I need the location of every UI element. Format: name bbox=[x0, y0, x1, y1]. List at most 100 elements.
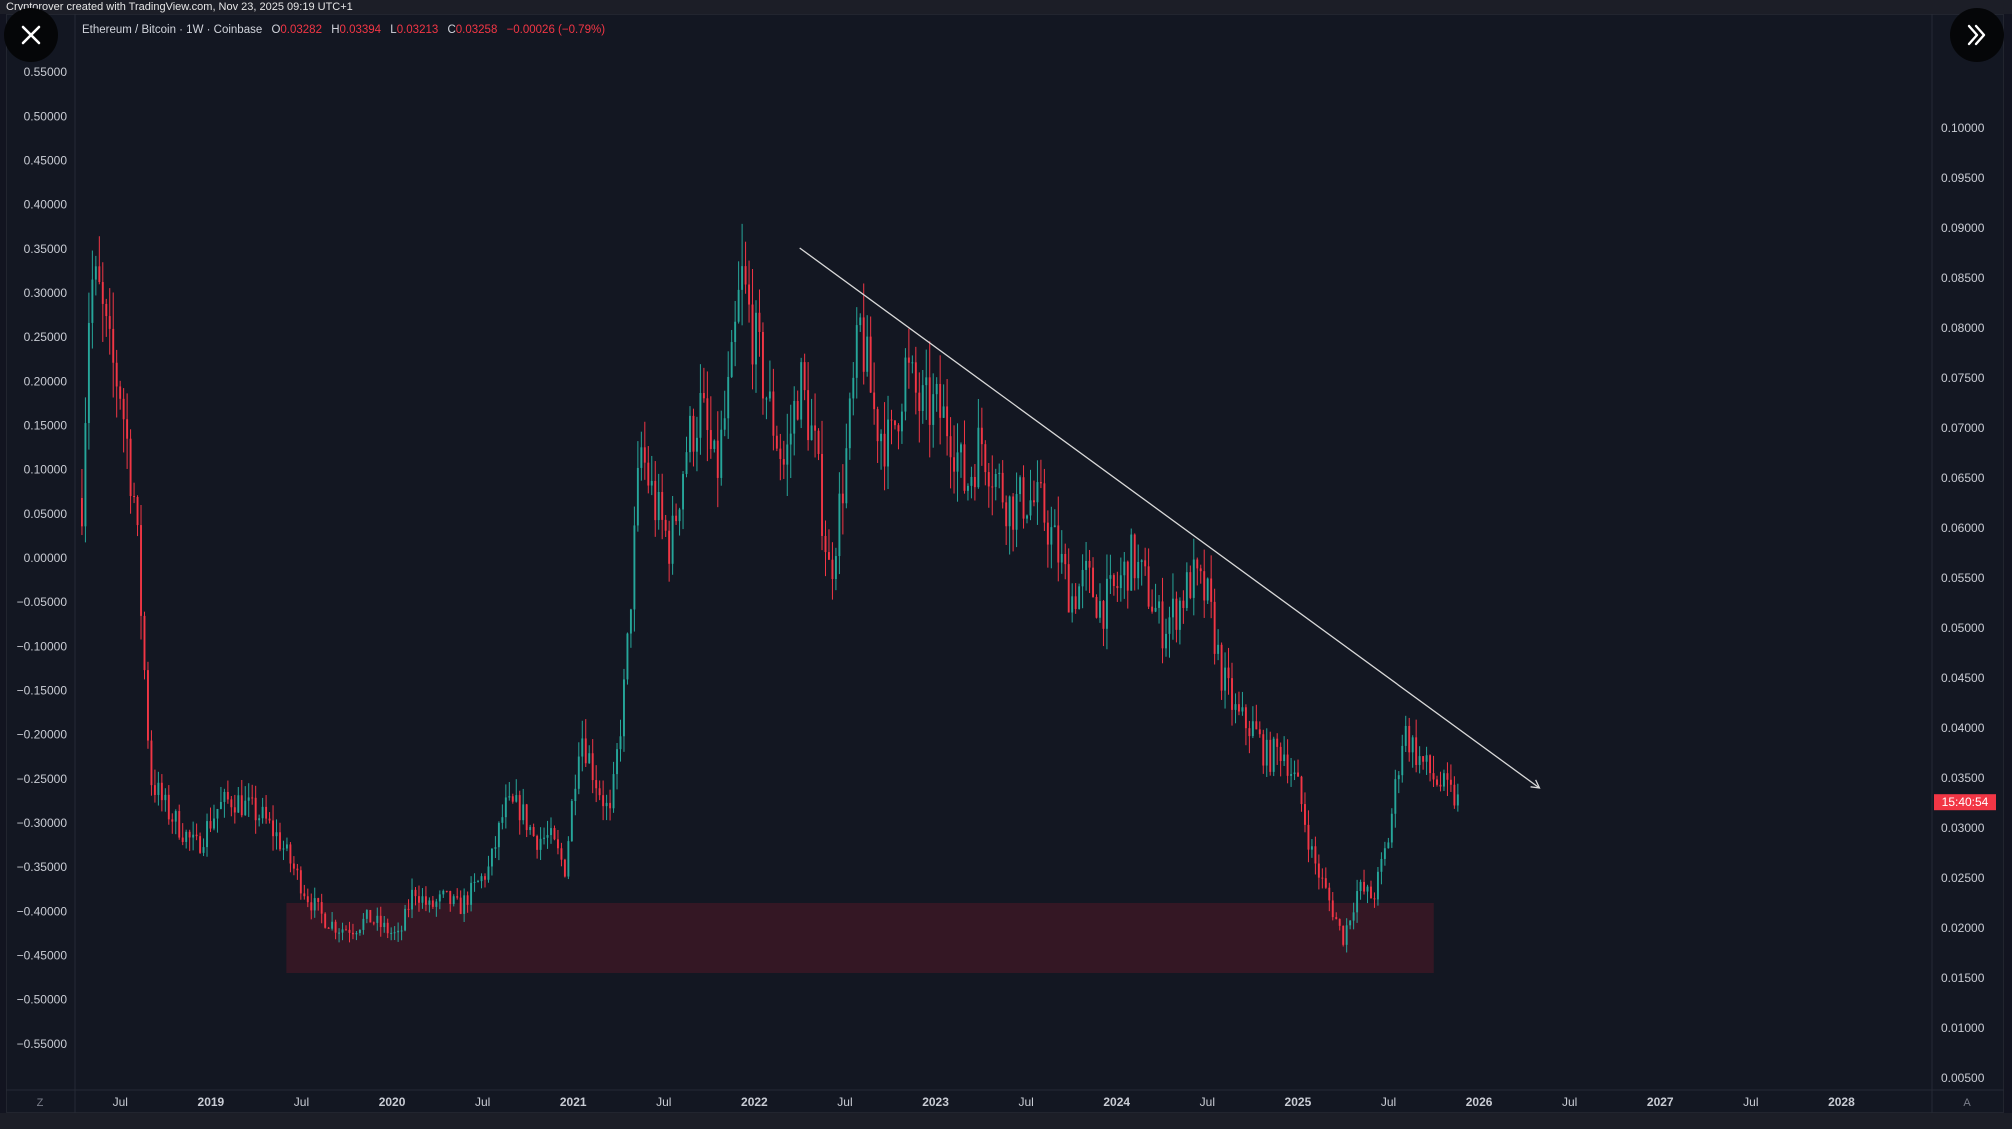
candle-body bbox=[821, 453, 823, 536]
candle-body bbox=[480, 876, 483, 882]
candle-body bbox=[845, 448, 848, 504]
candle-body bbox=[418, 896, 420, 903]
candle-body bbox=[1064, 553, 1067, 565]
candle-body bbox=[1272, 738, 1275, 772]
candle-body bbox=[1394, 779, 1397, 814]
trendline-layer bbox=[799, 247, 1541, 789]
candle-body bbox=[876, 409, 879, 442]
candle-body bbox=[452, 896, 455, 905]
candle-body bbox=[94, 266, 97, 280]
candle-body bbox=[834, 556, 837, 580]
candle-body bbox=[1154, 607, 1157, 612]
candle-body bbox=[1328, 887, 1331, 901]
candle-body bbox=[831, 559, 834, 580]
candle-body bbox=[1324, 878, 1327, 888]
candle-body bbox=[1165, 633, 1167, 649]
candle-body bbox=[643, 447, 646, 463]
candle-body bbox=[1185, 572, 1188, 608]
right-axis-tick: 0.09500 bbox=[1941, 171, 1985, 185]
auto-scale-button[interactable]: A bbox=[1963, 1097, 1971, 1109]
candle-body bbox=[202, 847, 205, 853]
candle-body bbox=[1182, 600, 1185, 608]
candle-body bbox=[598, 788, 601, 796]
candle-body bbox=[1293, 772, 1296, 775]
candle-body bbox=[640, 447, 643, 468]
candle-body bbox=[251, 797, 254, 799]
time-axis-tick: 2028 bbox=[1828, 1095, 1855, 1109]
left-axis-tick: 0.30000 bbox=[24, 286, 68, 300]
candle-body bbox=[1099, 601, 1101, 618]
candle-body bbox=[91, 279, 94, 323]
candle-body bbox=[1418, 756, 1421, 765]
candle-body bbox=[1390, 813, 1393, 843]
candle-body bbox=[181, 837, 184, 842]
candle-body bbox=[1220, 644, 1223, 691]
candle-body bbox=[254, 797, 257, 821]
candle-body bbox=[629, 609, 632, 634]
candle-body bbox=[998, 472, 1001, 474]
candle-body bbox=[431, 900, 434, 907]
candle-body bbox=[946, 406, 949, 437]
candle-body bbox=[939, 383, 942, 418]
candle-body bbox=[723, 418, 726, 430]
candle-body bbox=[935, 383, 938, 395]
candle-body bbox=[167, 794, 170, 820]
candle-body bbox=[800, 362, 803, 420]
left-axis-tick: −0.45000 bbox=[17, 949, 68, 963]
candle-body bbox=[192, 834, 195, 838]
low-key: L bbox=[390, 24, 397, 36]
candle-body bbox=[775, 435, 778, 449]
candle-body bbox=[1238, 704, 1240, 712]
candle-body bbox=[1203, 571, 1206, 601]
expand-button[interactable] bbox=[1950, 8, 2004, 62]
candle-body bbox=[424, 896, 427, 905]
candle-body bbox=[525, 804, 528, 831]
log-scale-button[interactable]: Z bbox=[37, 1097, 44, 1109]
candle-body bbox=[484, 876, 486, 880]
candle-body bbox=[695, 437, 698, 452]
right-axis-tick: 0.02000 bbox=[1941, 921, 1985, 935]
candle-body bbox=[828, 552, 830, 560]
close-key: C bbox=[447, 24, 456, 36]
countdown-text: 15:40:54 bbox=[1942, 795, 1989, 809]
candle-body bbox=[456, 896, 459, 898]
candles-layer bbox=[80, 223, 1459, 953]
candle-body bbox=[265, 806, 268, 819]
candle-body bbox=[143, 615, 146, 671]
close-button[interactable] bbox=[4, 8, 58, 62]
candle-body bbox=[1349, 920, 1352, 926]
candle-body bbox=[1258, 729, 1261, 735]
candle-body bbox=[963, 444, 966, 491]
candle-body bbox=[1109, 575, 1112, 579]
time-axis-tick: 2024 bbox=[1103, 1095, 1130, 1109]
candle-body bbox=[1168, 617, 1171, 634]
right-axis-tick: 0.10000 bbox=[1941, 121, 1985, 135]
left-axis-tick: −0.05000 bbox=[17, 595, 68, 609]
candle-body bbox=[407, 908, 410, 910]
candle-body bbox=[803, 362, 806, 391]
candle-body bbox=[490, 848, 493, 867]
candle-body bbox=[1234, 704, 1237, 710]
candle-body bbox=[1456, 794, 1459, 806]
candle-body bbox=[619, 736, 622, 750]
candle-body bbox=[612, 774, 615, 809]
candle-body bbox=[574, 788, 577, 802]
left-axis-tick: 0.00000 bbox=[24, 551, 68, 565]
candle-body bbox=[487, 866, 490, 880]
candle-body bbox=[654, 480, 657, 521]
candle-body bbox=[685, 452, 688, 475]
candle-body bbox=[1283, 754, 1286, 762]
candle-body bbox=[160, 782, 163, 801]
candle-body bbox=[623, 679, 625, 737]
time-axis-tick: Jul bbox=[113, 1095, 128, 1109]
bottom-strip bbox=[0, 1113, 2012, 1129]
candle-body bbox=[1210, 578, 1213, 602]
candle-body bbox=[650, 480, 653, 486]
time-axis-tick: Jul bbox=[837, 1095, 852, 1109]
candle-body bbox=[960, 444, 962, 453]
candle-body bbox=[237, 795, 240, 813]
candle-body bbox=[609, 802, 612, 809]
candle-body bbox=[1297, 772, 1299, 777]
candle-body bbox=[80, 498, 83, 527]
